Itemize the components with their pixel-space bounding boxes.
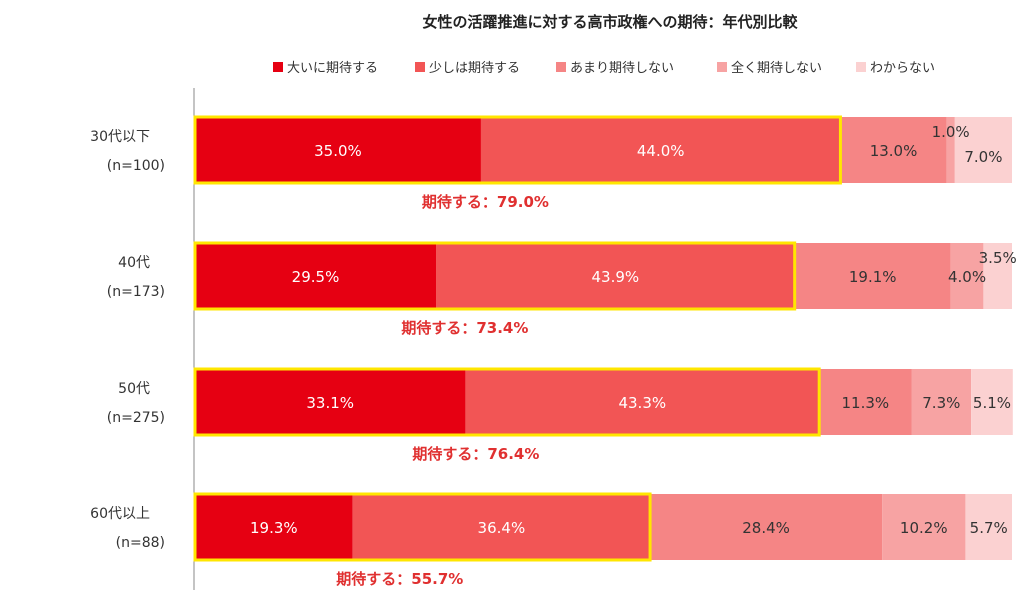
- data-label: 44.0%: [637, 142, 685, 160]
- data-label: 35.0%: [314, 142, 362, 160]
- legend-label: あまり期待しない: [570, 61, 674, 76]
- sample-size-label: (n=100): [107, 158, 165, 174]
- bar-segment: [195, 369, 466, 435]
- legend-label: わからない: [870, 61, 935, 76]
- legend: 大いに期待する 少しは期待する あまり期待しない 全く期待しない わからない: [273, 60, 935, 76]
- legend-label: 全く期待しない: [731, 60, 822, 76]
- sample-size-label: (n=275): [107, 410, 165, 426]
- data-label: 28.4%: [742, 519, 790, 537]
- highlight-border: [193, 492, 652, 562]
- legend-label: 少しは期待する: [429, 61, 520, 76]
- bar-segment: [195, 243, 437, 309]
- bar-segment: [946, 117, 955, 183]
- sample-size-label: (n=88): [116, 535, 165, 551]
- data-label: 33.1%: [306, 394, 354, 412]
- data-label: 5.1%: [973, 394, 1011, 412]
- data-label: 7.0%: [964, 148, 1002, 166]
- sample-size-label: (n=173): [107, 284, 165, 300]
- highlight-border: [193, 241, 797, 311]
- expect-total-label: 期待する：73.4%: [401, 319, 528, 337]
- data-label: 43.9%: [592, 268, 640, 286]
- bar-segment: [882, 494, 966, 560]
- legend-swatch: [415, 62, 425, 72]
- bar-segment: [840, 117, 947, 183]
- data-label: 11.3%: [842, 394, 890, 412]
- legend-label: 大いに期待する: [287, 61, 378, 76]
- bar-segment: [794, 243, 951, 309]
- bar-segment: [819, 369, 912, 435]
- data-label: 3.5%: [979, 249, 1017, 267]
- data-label: 19.3%: [250, 519, 298, 537]
- highlight-border: [193, 115, 842, 185]
- expect-total-label: 期待する：55.7%: [336, 570, 463, 588]
- category-label: 50代: [118, 381, 150, 397]
- category-label: 60代以上: [90, 506, 150, 522]
- data-label: 10.2%: [900, 519, 948, 537]
- data-label: 36.4%: [478, 519, 526, 537]
- bar-segment: [983, 243, 1012, 309]
- bar-segment: [965, 494, 1012, 560]
- bar-segment: [480, 117, 841, 183]
- bar-segment: [950, 243, 984, 309]
- data-label: 13.0%: [870, 142, 918, 160]
- bar-segment: [352, 494, 651, 560]
- data-label: 7.3%: [922, 394, 960, 412]
- bar-segment: [195, 494, 353, 560]
- expect-total-label: 期待する：76.4%: [412, 445, 539, 463]
- legend-swatch: [856, 62, 866, 72]
- legend-swatch: [717, 62, 727, 72]
- expect-total-label: 期待する：79.0%: [422, 193, 549, 211]
- bar-segment: [465, 369, 820, 435]
- bar-rows: 30代以下 (n=100) 35.0% 44.0% 13.0% 1.0% 7.0% 期待する：…: [90, 115, 1017, 588]
- bar-segment: [911, 369, 972, 435]
- legend-swatch: [273, 62, 283, 72]
- legend-swatch: [556, 62, 566, 72]
- category-label: 30代以下: [90, 129, 150, 145]
- bar-segment: [436, 243, 795, 309]
- highlight-border: [193, 367, 821, 437]
- chart-title: 女性の活躍推進に対する高市政権への期待：年代別比較: [422, 13, 798, 31]
- bar-segment: [971, 369, 1013, 435]
- category-label: 40代: [118, 255, 150, 271]
- data-label: 19.1%: [849, 268, 897, 286]
- data-label: 43.3%: [618, 394, 666, 412]
- data-label: 29.5%: [292, 268, 340, 286]
- data-label: 4.0%: [948, 268, 986, 286]
- bar-segment: [650, 494, 883, 560]
- bar-segment: [954, 117, 1012, 183]
- data-label: 5.7%: [970, 519, 1008, 537]
- bar-segment: [195, 117, 481, 183]
- data-label: 1.0%: [932, 123, 970, 141]
